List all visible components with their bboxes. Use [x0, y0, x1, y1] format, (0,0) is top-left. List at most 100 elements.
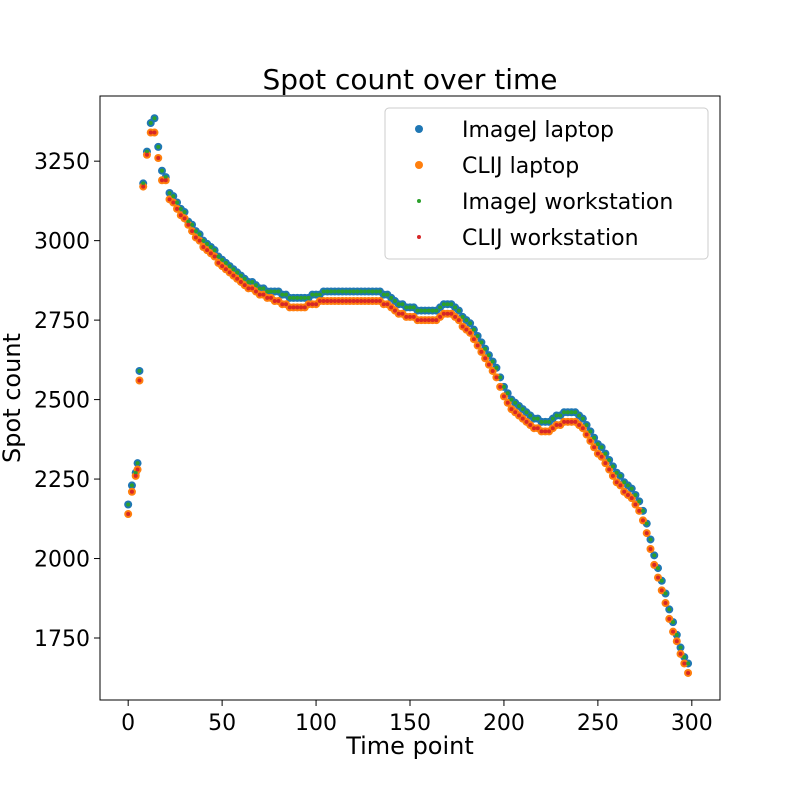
- data-point: [344, 299, 349, 304]
- data-point: [223, 260, 228, 265]
- data-point: [310, 292, 315, 297]
- data-point: [389, 305, 394, 310]
- data-point: [498, 384, 503, 389]
- x-axis-ticks: 0 50 100 150 200 250 300: [121, 700, 713, 736]
- data-point: [302, 295, 307, 300]
- data-point: [205, 241, 210, 246]
- data-point: [554, 423, 559, 428]
- data-point: [220, 257, 225, 262]
- x-tick-label: 150: [389, 711, 431, 736]
- data-point: [490, 368, 495, 373]
- data-point: [434, 318, 439, 323]
- data-point: [193, 229, 198, 234]
- data-point: [171, 200, 176, 205]
- data-point: [272, 299, 277, 304]
- x-axis-label: Time point: [345, 732, 474, 760]
- legend: ImageJ laptop CLIJ laptop ImageJ workstati…: [384, 107, 709, 260]
- data-point: [295, 305, 300, 310]
- data-point: [299, 295, 304, 300]
- data-point: [306, 295, 311, 300]
- data-point: [351, 289, 356, 294]
- data-point: [381, 302, 386, 307]
- data-point: [321, 299, 326, 304]
- data-point: [396, 311, 401, 316]
- data-point: [595, 451, 600, 456]
- data-point: [426, 308, 431, 313]
- data-point: [603, 451, 608, 456]
- data-point: [682, 661, 687, 666]
- data-point: [163, 178, 168, 183]
- data-point: [381, 292, 386, 297]
- y-tick-label: 1750: [34, 627, 90, 652]
- data-point: [246, 279, 251, 284]
- data-point: [129, 489, 134, 494]
- data-point: [347, 289, 352, 294]
- data-point: [144, 149, 149, 154]
- data-point: [584, 432, 589, 437]
- data-point: [366, 299, 371, 304]
- data-point: [456, 308, 461, 313]
- data-point: [547, 429, 552, 434]
- data-point: [460, 314, 465, 319]
- data-point: [167, 197, 172, 202]
- data-point: [430, 318, 435, 323]
- data-point: [171, 194, 176, 199]
- data-point: [686, 670, 691, 675]
- data-point: [193, 235, 198, 240]
- data-point: [223, 267, 228, 272]
- data-point: [133, 470, 138, 475]
- data-point: [532, 426, 536, 431]
- data-point: [253, 289, 258, 294]
- data-point: [404, 314, 409, 319]
- legend-frame: [384, 107, 709, 260]
- x-tick-label: 200: [483, 711, 525, 736]
- legend-marker: [415, 125, 423, 133]
- data-point: [539, 429, 544, 434]
- data-point: [535, 426, 540, 431]
- data-point: [385, 292, 390, 297]
- data-point: [644, 531, 649, 536]
- data-point: [524, 410, 529, 415]
- data-point: [329, 299, 334, 304]
- data-point: [479, 340, 484, 345]
- data-point: [175, 206, 180, 211]
- data-point: [441, 311, 446, 316]
- data-point: [377, 299, 382, 304]
- data-point: [336, 289, 341, 294]
- data-point: [284, 292, 288, 297]
- data-point: [163, 175, 168, 180]
- data-point: [317, 292, 322, 297]
- x-tick-label: 300: [671, 711, 713, 736]
- data-point: [656, 566, 660, 571]
- x-tick-label: 50: [208, 711, 236, 736]
- series-4: [126, 130, 691, 675]
- data-point: [126, 512, 131, 517]
- data-point: [175, 200, 180, 205]
- data-point: [160, 178, 164, 183]
- data-point: [257, 292, 262, 297]
- data-point: [411, 305, 416, 310]
- data-point: [453, 314, 458, 319]
- data-point: [182, 216, 187, 221]
- data-point: [408, 314, 412, 319]
- data-point: [516, 403, 521, 408]
- data-point: [272, 289, 277, 294]
- data-point: [291, 295, 296, 300]
- data-point: [231, 267, 236, 272]
- data-point: [250, 279, 255, 284]
- data-point: [190, 222, 195, 227]
- legend-marker: [415, 161, 423, 169]
- data-point: [347, 299, 352, 304]
- data-point: [663, 591, 668, 596]
- data-point: [441, 302, 446, 307]
- data-point: [622, 480, 627, 485]
- data-point: [430, 308, 435, 313]
- data-point: [329, 289, 334, 294]
- data-point: [618, 473, 623, 478]
- data-point: [483, 356, 488, 361]
- data-point: [603, 461, 608, 466]
- data-point: [238, 273, 243, 278]
- data-point: [227, 264, 232, 269]
- data-point: [644, 521, 649, 526]
- y-tick-label: 3000: [34, 230, 90, 255]
